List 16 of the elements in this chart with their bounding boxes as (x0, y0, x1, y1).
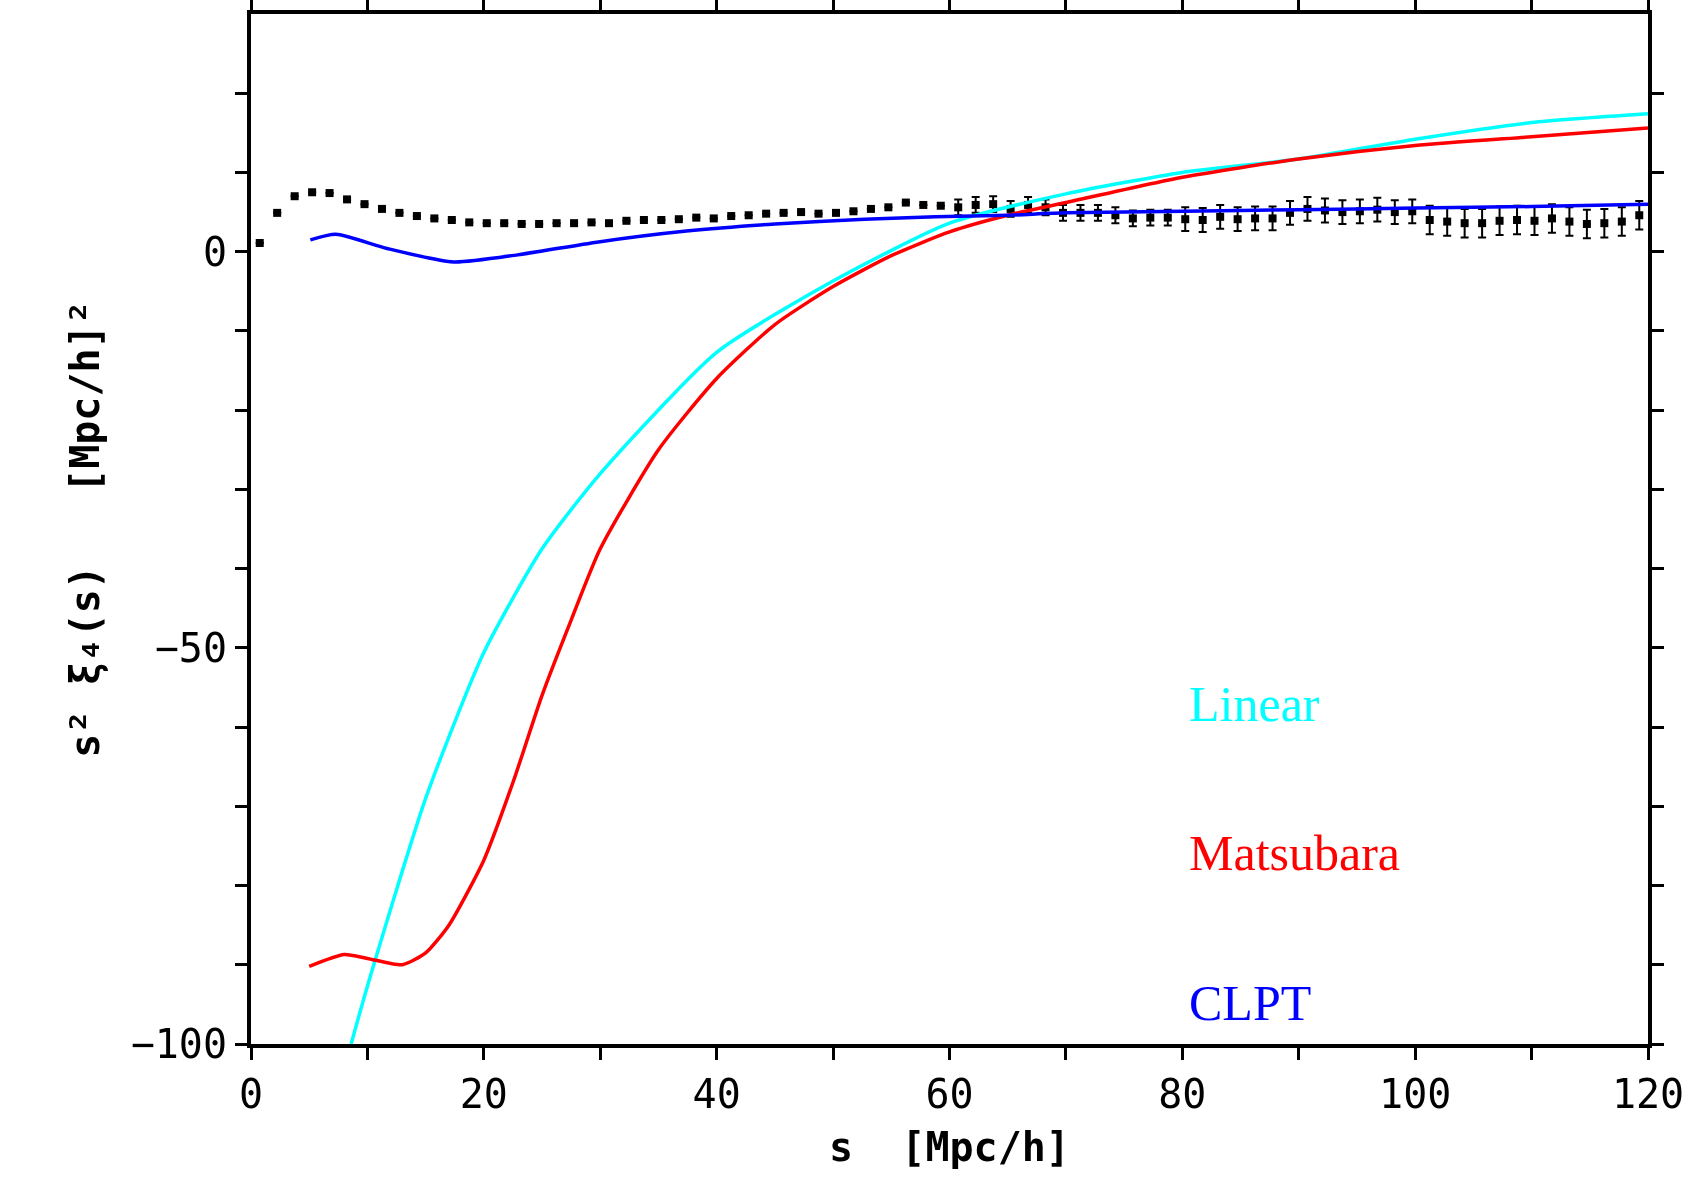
y-tick-label: −100 (130, 1021, 227, 1067)
line-series (308, 202, 1648, 264)
text: CLPT (1189, 975, 1312, 1031)
x-tick-label: 20 (459, 1071, 508, 1117)
text: Matsubara (1189, 825, 1401, 881)
x-tick-label: 80 (1158, 1071, 1207, 1117)
x-tick-label: 40 (692, 1071, 741, 1117)
y-axis-title: s² ξ₄(s) [Mpc/h]² (61, 300, 108, 758)
x-tick-label: 100 (1379, 1071, 1452, 1117)
y-tick-label: 0 (202, 228, 227, 275)
x-tick-label: 120 (1611, 1071, 1685, 1117)
x-axis-title: s [Mpc/h] (829, 1124, 1070, 1170)
text: Linear (1189, 676, 1320, 732)
y-tick-label: −50 (154, 624, 227, 671)
x-tick-label: 60 (925, 1071, 974, 1117)
x-tick-label: 0 (238, 1071, 264, 1117)
